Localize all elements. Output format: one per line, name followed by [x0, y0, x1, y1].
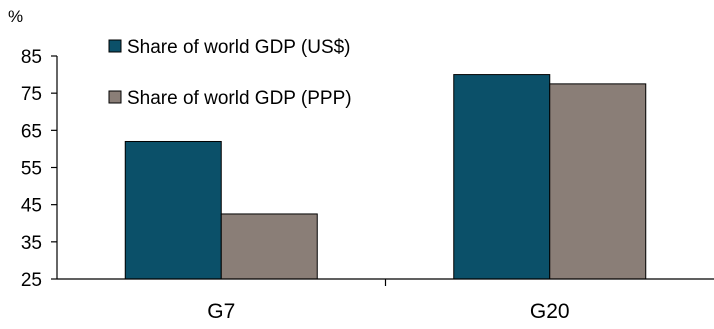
y-tick-label: 25: [21, 270, 42, 291]
bars-group: [124, 74, 647, 280]
bar-ppp-g20: [549, 83, 647, 280]
bar-usd-g20: [453, 74, 551, 280]
legend-label-usd: Share of world GDP (US$): [127, 37, 351, 58]
x-category-label: G7: [207, 300, 235, 323]
y-axis-unit-label: %: [8, 7, 23, 26]
legend-swatch-usd: [108, 39, 122, 53]
y-tick-label: 75: [21, 84, 42, 105]
y-tick-label: 45: [21, 196, 42, 217]
y-tick-label: 85: [21, 47, 42, 68]
y-tick-label: 65: [21, 121, 42, 142]
y-tick-label: 35: [21, 233, 42, 254]
legend-swatch-ppp: [108, 90, 122, 104]
legend: Share of world GDP (US$) Share of world G…: [108, 37, 352, 109]
x-category-label: G20: [530, 300, 570, 323]
legend-label-ppp: Share of world GDP (PPP): [127, 88, 352, 109]
x-categories-group: G7 G20: [207, 300, 569, 323]
bar-ppp-g7: [220, 213, 318, 280]
y-tick-label: 55: [21, 159, 42, 180]
y-ticks-group: 25 35 45 55 65 75 85: [21, 47, 57, 291]
bar-usd-g7: [124, 140, 222, 280]
